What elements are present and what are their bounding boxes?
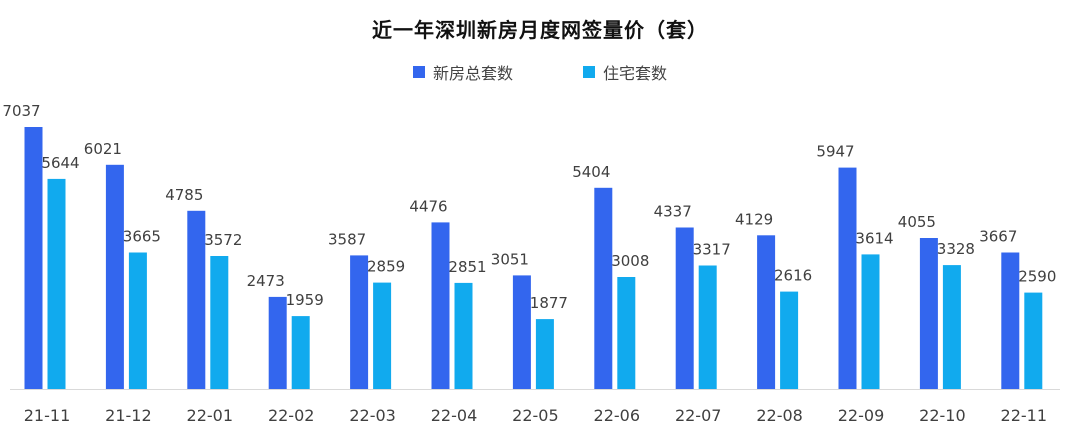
x-tick-label: 22-08 <box>756 406 803 425</box>
data-label-22-09-series-1: 5947 <box>816 143 854 161</box>
bar-22-11-series-2 <box>1024 292 1043 389</box>
data-label-22-11-series-1: 3667 <box>979 228 1017 246</box>
bar-21-11-series-1 <box>24 127 43 389</box>
bar-22-01-series-2 <box>210 256 229 389</box>
data-label-22-07-series-1: 4337 <box>654 203 692 221</box>
x-tick-label: 22-04 <box>431 406 478 425</box>
bar-22-10-series-2 <box>942 265 961 389</box>
data-label-22-01-series-1: 4785 <box>165 186 203 204</box>
bar-22-10-series-1 <box>919 238 938 389</box>
x-tick-label: 21-12 <box>105 406 152 425</box>
data-label-22-08-series-2: 2616 <box>774 267 812 285</box>
legend-swatch-series-1 <box>412 66 425 78</box>
bar-22-08-series-2 <box>780 291 799 389</box>
data-label-22-01-series-2: 3572 <box>204 231 242 249</box>
data-label-22-06-series-2: 3008 <box>611 252 649 270</box>
legend-item-series-2: 住宅套数 <box>583 60 667 84</box>
x-tick-label: 22-11 <box>1001 406 1048 425</box>
bar-22-04-series-2 <box>454 282 473 389</box>
x-tick-label: 22-05 <box>512 406 559 425</box>
bar-22-02-series-2 <box>291 316 310 389</box>
bar-22-02-series-1 <box>268 296 287 389</box>
x-tick-label: 22-06 <box>594 406 641 425</box>
x-tick-label: 21-11 <box>24 406 71 425</box>
data-label-22-07-series-2: 3317 <box>693 241 731 259</box>
x-tick-label: 22-01 <box>187 406 234 425</box>
data-label-22-04-series-1: 4476 <box>409 197 447 215</box>
bar-21-11-series-2 <box>47 178 66 389</box>
data-label-22-05-series-2: 1877 <box>530 294 568 312</box>
bar-22-11-series-1 <box>1001 252 1020 389</box>
x-tick-label: 22-03 <box>349 406 396 425</box>
bar-22-06-series-1 <box>594 187 613 389</box>
x-tick-label: 22-10 <box>919 406 966 425</box>
data-label-22-10-series-1: 4055 <box>898 213 936 231</box>
bar-22-04-series-1 <box>431 222 450 389</box>
data-label-22-03-series-1: 3587 <box>328 230 366 248</box>
x-tick-label: 22-09 <box>838 406 885 425</box>
bar-22-01-series-1 <box>187 210 206 389</box>
data-label-22-08-series-1: 4129 <box>735 210 773 228</box>
data-label-22-02-series-1: 2473 <box>247 272 285 290</box>
x-tick-label: 22-07 <box>675 406 722 425</box>
data-label-21-11-series-2: 5644 <box>41 154 79 172</box>
legend-label-series-2: 住宅套数 <box>603 64 668 83</box>
bar-22-05-series-2 <box>535 319 554 389</box>
chart-title: 近一年深圳新房月度网签量价（套） <box>372 18 708 42</box>
data-label-22-03-series-2: 2859 <box>367 258 405 276</box>
bar-22-08-series-1 <box>757 235 776 389</box>
data-label-21-11-series-1: 7037 <box>2 102 40 120</box>
bar-22-03-series-1 <box>350 255 369 389</box>
data-label-21-12-series-2: 3665 <box>123 228 161 246</box>
legend-swatch-series-2 <box>583 66 595 78</box>
legend: 新房总套数 住宅套数 <box>0 60 1080 84</box>
data-label-22-04-series-2: 2851 <box>448 258 486 276</box>
bar-22-09-series-1 <box>838 167 857 389</box>
data-label-22-09-series-2: 3614 <box>855 229 893 247</box>
data-label-22-05-series-1: 3051 <box>491 250 529 268</box>
legend-label-series-1: 新房总套数 <box>432 64 513 83</box>
data-label-22-06-series-1: 5404 <box>572 163 610 181</box>
bar-22-07-series-2 <box>698 265 717 389</box>
bar-22-03-series-2 <box>373 282 392 389</box>
data-label-22-10-series-2: 3328 <box>937 240 975 258</box>
data-label-21-12-series-1: 6021 <box>84 140 122 158</box>
bar-22-05-series-1 <box>512 275 531 389</box>
bar-21-12-series-2 <box>128 252 147 389</box>
bar-22-09-series-2 <box>861 254 880 389</box>
bar-21-12-series-1 <box>105 164 124 389</box>
legend-item-series-1: 新房总套数 <box>412 60 513 84</box>
data-label-22-02-series-2: 1959 <box>286 291 324 309</box>
data-label-22-11-series-2: 2590 <box>1018 268 1056 286</box>
bar-22-07-series-1 <box>675 227 694 389</box>
x-tick-label: 22-02 <box>268 406 315 425</box>
bar-22-06-series-2 <box>617 277 636 389</box>
